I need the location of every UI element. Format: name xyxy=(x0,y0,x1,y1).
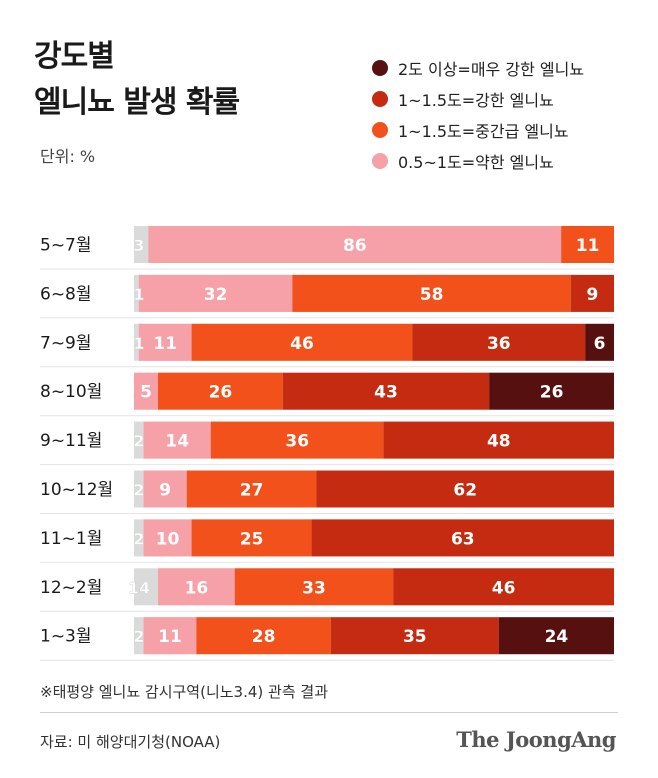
bar-value-label: 24 xyxy=(545,627,569,647)
bar-value-label: 32 xyxy=(204,285,228,305)
legend-swatch xyxy=(372,59,388,76)
neutral-value-label: 14 xyxy=(128,578,150,597)
bar-segment xyxy=(561,226,614,263)
category-label: 9~11월 xyxy=(40,431,102,451)
category-label: 5~7월 xyxy=(40,236,92,256)
legend-swatch xyxy=(372,90,388,107)
chart-title-line1: 강도별 xyxy=(34,39,115,74)
source-label: 자료: 미 해양대기청(NOAA) xyxy=(40,733,221,751)
bar-segment xyxy=(138,323,192,361)
bar-value-label: 63 xyxy=(451,529,475,549)
bar-segment xyxy=(412,323,586,361)
bar-segment xyxy=(383,421,614,459)
legend-label: 2도 이상=매우 강한 엘니뇨 xyxy=(398,59,585,79)
bar-value-label: 46 xyxy=(492,578,516,598)
bar-segment xyxy=(191,519,312,557)
legend-swatch xyxy=(372,152,388,169)
bar-segment xyxy=(143,470,187,508)
category-label: 10~12월 xyxy=(40,480,113,500)
category-label: 12~2월 xyxy=(40,578,102,598)
unit-label: 단위: % xyxy=(40,147,96,166)
category-label: 11~1월 xyxy=(40,529,102,549)
legend-item: 0.5~1도=약한 엘니뇨 xyxy=(372,145,584,176)
bar-segment xyxy=(186,470,317,508)
neutral-value-label: 3 xyxy=(133,236,144,255)
bar-value-label: 33 xyxy=(302,578,326,598)
bar-value-label: 35 xyxy=(403,627,427,647)
bar-segment xyxy=(143,519,192,557)
bar-segment xyxy=(330,617,499,655)
chart-legend: 2도 이상=매우 강한 엘니뇨 1~1.5도=강한 엘니뇨 1~1.5도=중간급 엘… xyxy=(372,52,584,176)
bar-segment xyxy=(498,617,614,655)
bar-value-label: 14 xyxy=(165,432,189,452)
bar-segment xyxy=(210,421,384,459)
bar-segment xyxy=(134,372,158,410)
bar-segment xyxy=(316,470,614,508)
legend-swatch xyxy=(372,121,388,138)
legend-item: 2도 이상=매우 강한 엘니뇨 xyxy=(372,52,584,83)
category-label: 7~9월 xyxy=(40,333,92,353)
bar-value-label: 26 xyxy=(209,383,233,403)
bar-value-label: 86 xyxy=(343,236,367,256)
bar-value-label: 6 xyxy=(594,334,606,354)
bar-value-label: 36 xyxy=(487,334,511,354)
bar-value-label: 11 xyxy=(576,236,600,256)
bar-segment xyxy=(158,568,235,606)
bar-value-label: 62 xyxy=(453,481,477,501)
category-label: 8~10월 xyxy=(40,382,102,402)
legend-item: 1~1.5도=강한 엘니뇨 xyxy=(372,83,584,114)
bar-value-label: 11 xyxy=(153,334,177,354)
bar-value-label: 28 xyxy=(252,627,276,647)
bar-value-label: 27 xyxy=(240,481,264,501)
bar-value-label: 16 xyxy=(185,578,209,598)
bar-value-label: 36 xyxy=(285,432,309,452)
category-label: 6~8월 xyxy=(40,284,92,304)
neutral-value-label: 1 xyxy=(133,285,144,304)
neutral-value-label: 2 xyxy=(133,627,144,646)
neutral-value-label: 1 xyxy=(133,334,144,353)
neutral-value-label: 2 xyxy=(133,481,144,500)
bar-segment xyxy=(585,323,614,361)
bar-value-label: 43 xyxy=(374,383,398,403)
bar-segment xyxy=(570,274,614,312)
brand-logo: The JoongAng xyxy=(456,727,616,752)
bar-segment xyxy=(393,568,614,606)
bar-segment xyxy=(143,421,211,459)
bar-segment xyxy=(196,617,331,655)
legend-label: 1~1.5도=중간급 엘니뇨 xyxy=(398,121,569,141)
bar-segment xyxy=(234,568,394,606)
bar-segment xyxy=(282,372,490,410)
bar-segment xyxy=(191,323,413,361)
bar-segment xyxy=(311,519,614,557)
footer-divider xyxy=(40,712,618,713)
chart-title: 강도별 엘니뇨 발생 확률 xyxy=(34,34,240,126)
bar-value-label: 11 xyxy=(158,627,182,647)
bar-segment xyxy=(138,274,293,312)
bar-segment xyxy=(148,226,562,263)
bar-value-label: 46 xyxy=(290,334,314,354)
legend-label: 0.5~1도=약한 엘니뇨 xyxy=(398,152,554,172)
category-label: 1~3월 xyxy=(40,627,92,647)
bar-value-label: 25 xyxy=(240,529,264,549)
legend-item: 1~1.5도=중간급 엘니뇨 xyxy=(372,114,584,145)
bar-value-label: 9 xyxy=(159,481,171,501)
bar-segment xyxy=(292,274,571,312)
bar-value-label: 26 xyxy=(540,383,564,403)
bar-segment xyxy=(143,617,197,655)
bar-value-label: 58 xyxy=(420,285,444,305)
neutral-value-label: 2 xyxy=(133,529,144,548)
bar-segment xyxy=(158,372,283,410)
bar-value-label: 10 xyxy=(156,529,180,549)
bar-value-label: 48 xyxy=(487,432,511,452)
neutral-value-label: 2 xyxy=(133,432,144,451)
chart-title-line2: 엘니뇨 발생 확률 xyxy=(34,85,240,120)
footnote: ※태평양 엘니뇨 감시구역(니노3.4) 관측 결과 xyxy=(40,683,329,701)
legend-label: 1~1.5도=강한 엘니뇨 xyxy=(398,90,554,110)
bar-segment xyxy=(489,372,614,410)
bar-value-label: 9 xyxy=(586,285,598,305)
bar-value-label: 5 xyxy=(140,383,152,403)
